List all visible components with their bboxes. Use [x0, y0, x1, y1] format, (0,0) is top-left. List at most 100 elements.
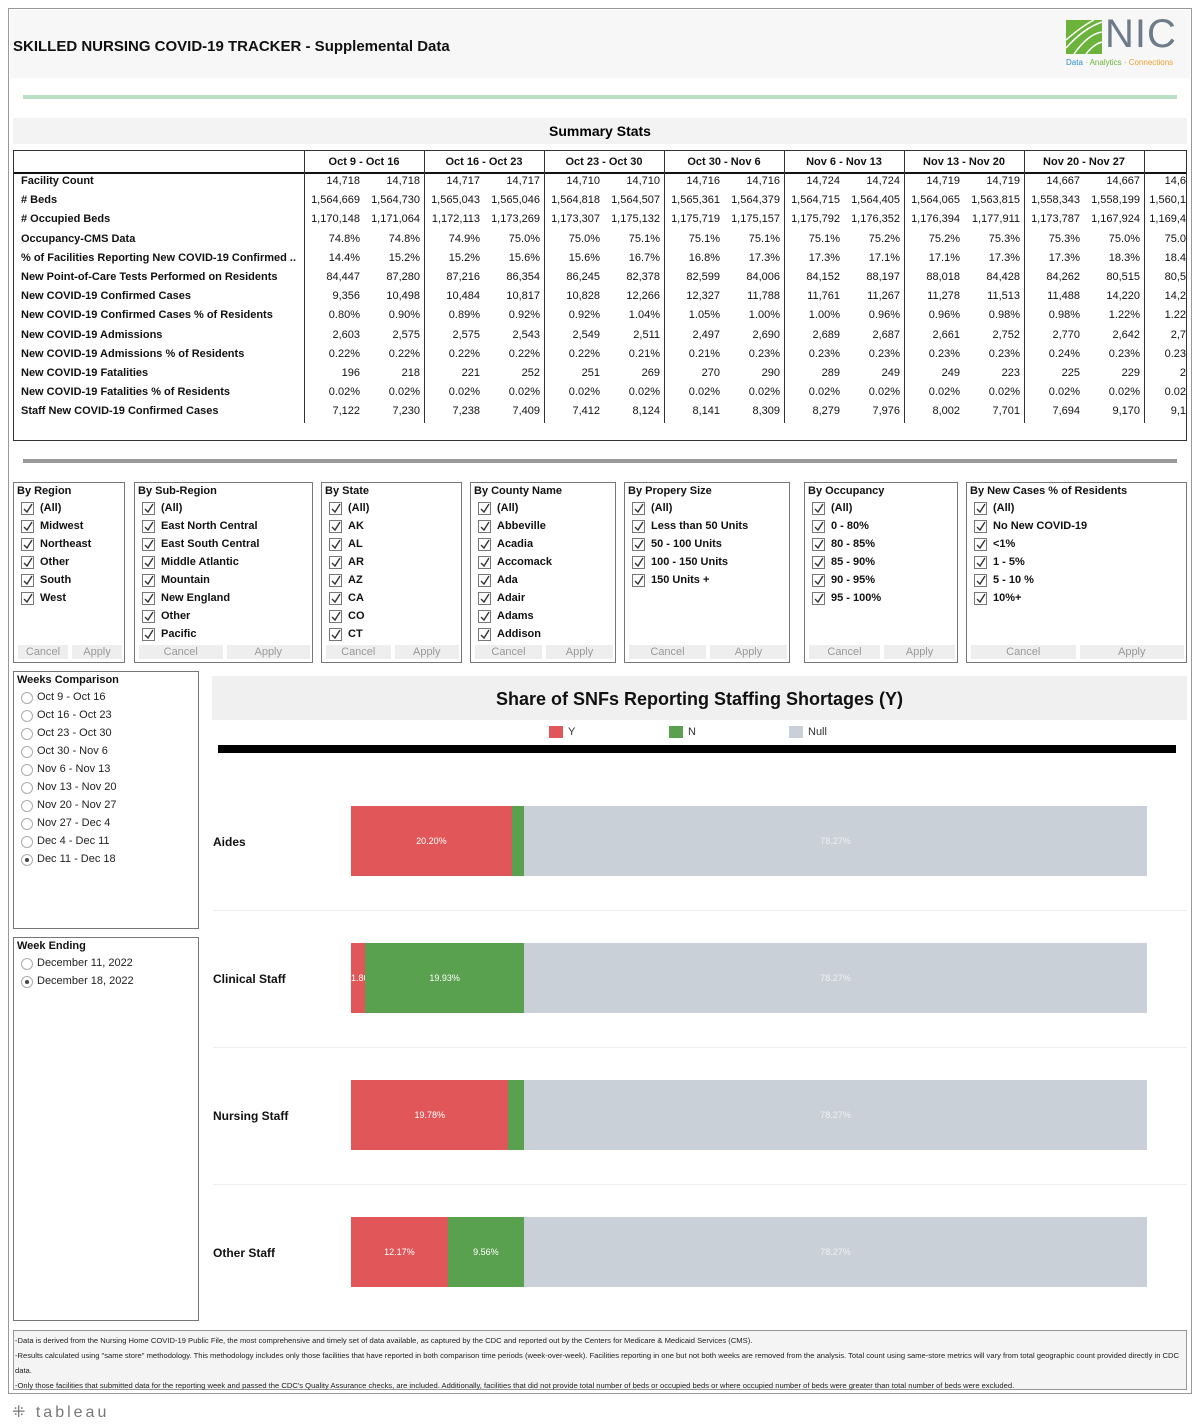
- radio[interactable]: [21, 710, 33, 722]
- filter-option[interactable]: 95 - 100%: [831, 592, 882, 604]
- radio[interactable]: [21, 800, 33, 812]
- radio-option[interactable]: Oct 9 - Oct 16: [37, 691, 106, 703]
- filter-option[interactable]: 100 - 150 Units: [651, 556, 729, 568]
- radio[interactable]: [21, 854, 33, 866]
- filter-option[interactable]: East South Central: [161, 538, 260, 550]
- radio-option[interactable]: Dec 11 - Dec 18: [37, 853, 116, 865]
- checkbox[interactable]: [812, 502, 825, 515]
- filter-option[interactable]: (All): [993, 502, 1015, 514]
- radio-option[interactable]: Nov 20 - Nov 27: [37, 799, 117, 811]
- filter-option[interactable]: (All): [161, 502, 183, 514]
- radio-option[interactable]: Nov 6 - Nov 13: [37, 763, 111, 775]
- checkbox[interactable]: [812, 592, 825, 605]
- filter-option[interactable]: Other: [161, 610, 191, 622]
- filter-option[interactable]: CA: [348, 592, 364, 604]
- checkbox[interactable]: [142, 520, 155, 533]
- radio[interactable]: [21, 692, 33, 704]
- filter-option[interactable]: Pacific: [161, 628, 197, 640]
- checkbox[interactable]: [329, 520, 342, 533]
- checkbox[interactable]: [21, 574, 34, 587]
- apply-button[interactable]: Apply: [72, 645, 122, 659]
- radio[interactable]: [21, 728, 33, 740]
- filter-option[interactable]: (All): [40, 502, 62, 514]
- filter-option[interactable]: (All): [348, 502, 370, 514]
- apply-button[interactable]: Apply: [710, 645, 787, 659]
- checkbox[interactable]: [812, 574, 825, 587]
- checkbox[interactable]: [478, 628, 491, 641]
- checkbox[interactable]: [974, 574, 987, 587]
- filter-option[interactable]: South: [40, 574, 72, 586]
- checkbox[interactable]: [632, 502, 645, 515]
- checkbox[interactable]: [632, 520, 645, 533]
- filter-option[interactable]: 85 - 90%: [831, 556, 876, 568]
- checkbox[interactable]: [974, 556, 987, 569]
- checkbox[interactable]: [478, 592, 491, 605]
- filter-option[interactable]: Accomack: [497, 556, 553, 568]
- apply-button[interactable]: Apply: [546, 645, 613, 659]
- filter-option[interactable]: Ada: [497, 574, 518, 586]
- cancel-button[interactable]: Cancel: [809, 645, 880, 659]
- radio-option[interactable]: Oct 23 - Oct 30: [37, 727, 112, 739]
- filter-option[interactable]: 10%+: [993, 592, 1022, 604]
- checkbox[interactable]: [329, 556, 342, 569]
- radio[interactable]: [21, 746, 33, 758]
- checkbox[interactable]: [329, 592, 342, 605]
- filter-option[interactable]: AZ: [348, 574, 363, 586]
- filter-option[interactable]: AL: [348, 538, 363, 550]
- radio[interactable]: [21, 782, 33, 794]
- cancel-button[interactable]: Cancel: [326, 645, 391, 659]
- cancel-button[interactable]: Cancel: [629, 645, 706, 659]
- filter-option[interactable]: (All): [497, 502, 519, 514]
- checkbox[interactable]: [21, 592, 34, 605]
- radio[interactable]: [21, 764, 33, 776]
- radio[interactable]: [21, 836, 33, 848]
- filter-option[interactable]: Acadia: [497, 538, 534, 550]
- apply-button[interactable]: Apply: [884, 645, 955, 659]
- filter-option[interactable]: Other: [40, 556, 70, 568]
- checkbox[interactable]: [812, 520, 825, 533]
- checkbox[interactable]: [21, 502, 34, 515]
- filter-option[interactable]: 150 Units +: [651, 574, 710, 586]
- filter-option[interactable]: (All): [651, 502, 673, 514]
- checkbox[interactable]: [329, 628, 342, 641]
- radio-option[interactable]: Oct 16 - Oct 23: [37, 709, 112, 721]
- radio-option[interactable]: Oct 30 - Nov 6: [37, 745, 108, 757]
- filter-option[interactable]: No New COVID-19: [993, 520, 1088, 532]
- radio-option[interactable]: Nov 13 - Nov 20: [37, 781, 117, 793]
- radio[interactable]: [21, 976, 33, 988]
- radio-option[interactable]: December 18, 2022: [37, 975, 134, 987]
- checkbox[interactable]: [632, 538, 645, 551]
- cancel-button[interactable]: Cancel: [475, 645, 542, 659]
- filter-option[interactable]: AK: [348, 520, 364, 532]
- checkbox[interactable]: [142, 556, 155, 569]
- filter-option[interactable]: Addison: [497, 628, 541, 640]
- checkbox[interactable]: [974, 538, 987, 551]
- checkbox[interactable]: [142, 610, 155, 623]
- checkbox[interactable]: [142, 538, 155, 551]
- checkbox[interactable]: [478, 574, 491, 587]
- checkbox[interactable]: [974, 520, 987, 533]
- checkbox[interactable]: [142, 592, 155, 605]
- filter-option[interactable]: CO: [348, 610, 365, 622]
- radio[interactable]: [21, 958, 33, 970]
- filter-option[interactable]: Less than 50 Units: [651, 520, 749, 532]
- checkbox[interactable]: [21, 538, 34, 551]
- cancel-button[interactable]: Cancel: [139, 645, 223, 659]
- apply-button[interactable]: Apply: [1079, 645, 1184, 659]
- checkbox[interactable]: [632, 574, 645, 587]
- checkbox[interactable]: [329, 574, 342, 587]
- filter-option[interactable]: East North Central: [161, 520, 258, 532]
- filter-option[interactable]: 5 - 10 %: [993, 574, 1034, 586]
- filter-option[interactable]: Adams: [497, 610, 534, 622]
- filter-option[interactable]: <1%: [993, 538, 1016, 550]
- filter-option[interactable]: 80 - 85%: [831, 538, 876, 550]
- checkbox[interactable]: [974, 502, 987, 515]
- checkbox[interactable]: [478, 538, 491, 551]
- apply-button[interactable]: Apply: [226, 645, 310, 659]
- filter-option[interactable]: Adair: [497, 592, 526, 604]
- filter-option[interactable]: West: [40, 592, 67, 604]
- checkbox[interactable]: [142, 574, 155, 587]
- filter-option[interactable]: New England: [161, 592, 231, 604]
- checkbox[interactable]: [21, 556, 34, 569]
- checkbox[interactable]: [478, 502, 491, 515]
